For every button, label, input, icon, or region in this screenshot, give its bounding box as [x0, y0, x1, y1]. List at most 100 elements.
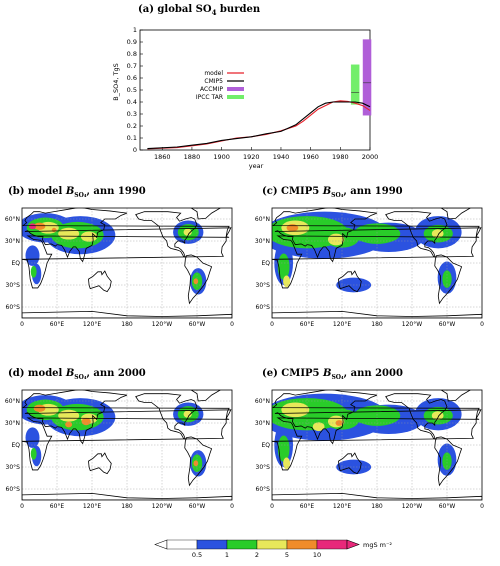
map-y-tick-label: 60°N — [5, 398, 20, 405]
map-x-tick-label: 60°E — [50, 321, 65, 328]
field-blob — [58, 409, 80, 422]
map-x-tick-label: 120°E — [83, 503, 101, 510]
coastline — [184, 436, 213, 487]
map-x-tick-label: 120°E — [333, 503, 351, 510]
field-blob — [51, 227, 57, 233]
map-y-tick-label: 60°S — [256, 486, 271, 493]
y-tick-label: 1 — [133, 26, 137, 34]
colorbar-label: 2 — [255, 551, 259, 559]
coastline — [88, 270, 112, 293]
field-blob — [193, 460, 199, 467]
panel-c-title: (c) CMIP5 BSO₄, ann 1990 — [262, 186, 403, 199]
map-y-tick-label: 60°S — [6, 486, 21, 493]
x-tick-label: 1960 — [302, 153, 319, 161]
colorbar-segment — [226, 539, 258, 550]
map-y-tick-label: 30°N — [255, 238, 270, 245]
map-y-tick-label: EQ — [11, 260, 20, 267]
panel-d-title: (d) model BSO₄, ann 2000 — [8, 368, 146, 381]
chart-a: 1860 1880 1900 1920 1940 1960 1980 2000 0 0.1 0.2 0… — [112, 26, 378, 170]
field-blob — [442, 452, 452, 470]
y-tick-label: 0.6 — [127, 74, 137, 82]
map-panel-d: 0 60°E 120°E 180 120°W 60°W 0 60°N 30°N EQ 30°S 60°… — [5, 389, 234, 510]
field-blob — [283, 275, 291, 288]
coastline — [22, 390, 232, 445]
map-x-tick-label: 120°E — [83, 321, 101, 328]
map-x-tick-label: 0 — [20, 503, 24, 510]
coastline — [272, 310, 482, 318]
colorbar-segment — [316, 539, 348, 550]
y-tick-label: 0.8 — [127, 50, 137, 58]
map-frame — [271, 389, 483, 501]
map-frame — [21, 207, 233, 319]
field-blob — [312, 422, 325, 432]
coastline — [385, 393, 448, 440]
map-y-tick-label: EQ — [11, 442, 20, 449]
legend-label: model — [204, 70, 223, 77]
map-x-tick-label: 120°W — [402, 321, 422, 328]
map-x-tick-label: 0 — [230, 503, 234, 510]
coastline — [434, 436, 463, 487]
map-panel-b: 0 60°E 120°E 180 120°W 60°W 0 60°N 30°N EQ 30°S 60°… — [5, 207, 234, 328]
coastline — [440, 390, 472, 402]
legend-swatch — [227, 95, 244, 99]
map-x-tick-label: 60°E — [50, 503, 65, 510]
chart-a-frame — [139, 29, 371, 151]
coastline — [338, 270, 362, 293]
coastline — [272, 390, 482, 445]
colorbar-segment — [166, 539, 198, 550]
y-tick-label: 0.9 — [127, 38, 137, 46]
coastline — [135, 211, 198, 258]
map-x-tick-label: 0 — [20, 321, 24, 328]
coastline — [135, 393, 198, 440]
colorbar-segment — [256, 539, 288, 550]
coastline — [272, 492, 482, 500]
map-x-tick-label: 60°W — [439, 321, 456, 328]
map-y-tick-label: 30°N — [5, 420, 20, 427]
coastline — [184, 254, 213, 305]
x-tick-label: 1860 — [154, 153, 171, 161]
chart-a-xlabel: year — [249, 162, 264, 170]
y-tick-label: 0.7 — [127, 62, 137, 70]
coastline — [22, 310, 232, 318]
field-blob — [29, 223, 36, 230]
map-x-tick-label: 180 — [121, 321, 133, 328]
field-blob — [183, 228, 192, 236]
colorbar-label: 10 — [313, 551, 321, 559]
coastline — [190, 390, 222, 402]
legend-label: CMIP5 — [204, 78, 223, 85]
x-tick-label: 1940 — [273, 153, 290, 161]
map-x-tick-label: 120°W — [152, 503, 172, 510]
map-x-tick-label: 60°W — [439, 503, 456, 510]
colorbar-label: 5 — [285, 551, 289, 559]
range-bar-ipcc-tar — [350, 64, 360, 105]
map-y-tick-label: 60°N — [255, 216, 270, 223]
map-x-tick-label: 60°W — [189, 321, 206, 328]
colorbar-unit: mgS m⁻² — [363, 541, 392, 549]
legend-label: IPCC TAR — [196, 94, 223, 101]
y-tick-label: 0.2 — [127, 122, 137, 130]
map-x-tick-label: 120°W — [402, 503, 422, 510]
map-x-tick-label: 120°E — [333, 321, 351, 328]
chart-a-ylabel: B_SO4, TgS — [112, 63, 120, 100]
map-x-tick-label: 0 — [230, 321, 234, 328]
map-x-tick-label: 120°W — [152, 321, 172, 328]
map-frame — [271, 207, 483, 319]
map-x-tick-label: 0 — [270, 503, 274, 510]
field-blob — [183, 410, 192, 418]
map-x-tick-label: 180 — [371, 321, 383, 328]
field-blob — [81, 417, 91, 426]
colorbar-segment — [286, 539, 318, 550]
series-line-cmip5 — [147, 101, 371, 150]
panel-b-title: (b) model BSO₄, ann 1990 — [8, 186, 146, 199]
colorbar-label: 1 — [225, 551, 229, 559]
field-blob — [30, 265, 37, 278]
field-blob — [281, 402, 310, 418]
field-blob — [33, 404, 46, 412]
colorbar-arrow-low — [154, 539, 168, 550]
map-y-tick-label: 30°N — [5, 238, 20, 245]
y-tick-label: 0 — [133, 146, 137, 154]
field-blob — [193, 278, 199, 285]
map-y-tick-label: 30°S — [6, 282, 21, 289]
map-x-tick-label: 60°W — [189, 503, 206, 510]
coastline — [272, 208, 482, 263]
